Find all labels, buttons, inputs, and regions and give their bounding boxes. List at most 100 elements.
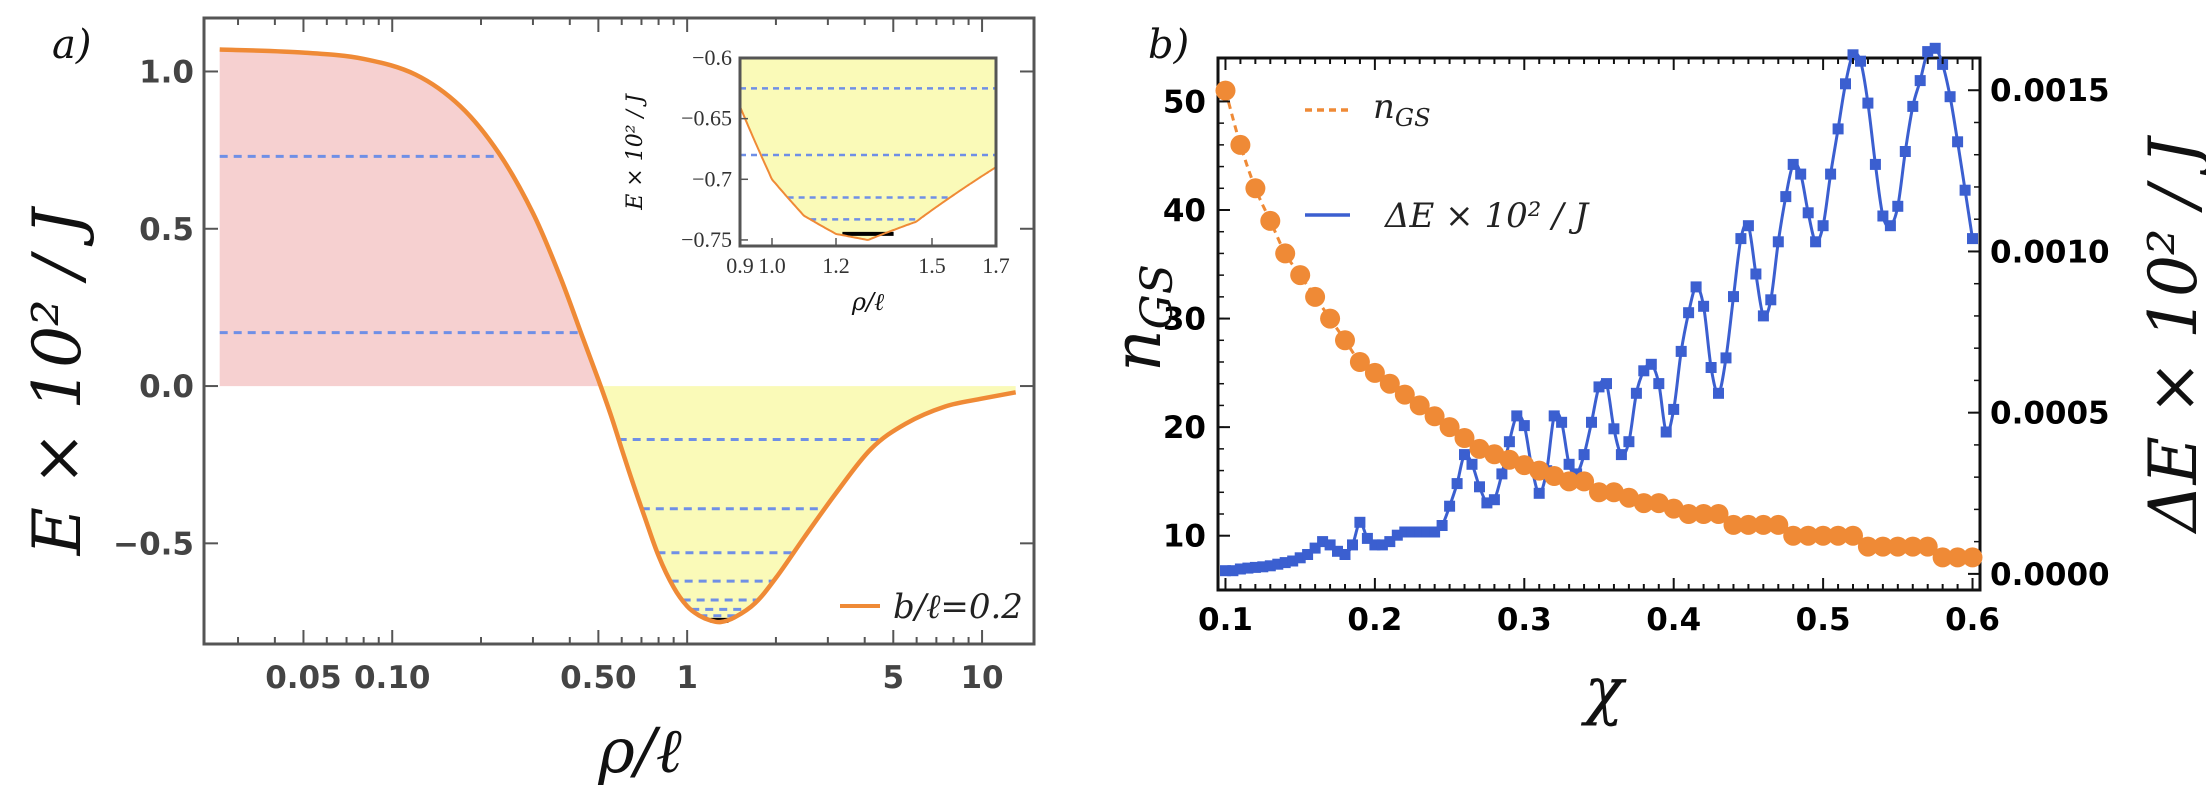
b-x-tick-label: 0.6 — [1945, 602, 2000, 638]
b-ngs-point — [1379, 373, 1400, 394]
a-y-tick-label: 0.5 — [139, 212, 194, 248]
b-ngs-point — [1424, 406, 1445, 427]
b-delta-e-point — [1705, 362, 1717, 373]
b-delta-e-point — [1787, 158, 1799, 170]
b-delta-e-point — [1810, 236, 1822, 248]
b-x-ticks: 0.1 0.2 0.3 0.4 0.5 0.6 — [1198, 58, 2000, 638]
b-delta-e-point — [1720, 352, 1732, 364]
b-delta-e-point — [1563, 458, 1575, 470]
inset-x-tick-label: 1.2 — [822, 253, 850, 278]
a-legend-label: b/ℓ=0.2 — [893, 587, 1023, 627]
b-delta-e-point — [1436, 520, 1448, 531]
b-delta-e-point — [1533, 487, 1545, 499]
b-delta-e-point — [1414, 526, 1426, 538]
b-delta-e-point — [1287, 555, 1299, 567]
b-x-tick-label: 0.5 — [1796, 602, 1851, 638]
b-ngs-point — [1738, 514, 1759, 535]
b-delta-e-point — [1474, 481, 1485, 493]
b-delta-e-point — [1668, 403, 1680, 415]
b-delta-e-point — [1391, 529, 1403, 541]
b-delta-e-point — [1399, 526, 1411, 538]
a-negative-region — [600, 386, 1016, 622]
b-x-axis-label: χ — [1581, 654, 1627, 728]
b-ngs-point — [1230, 134, 1251, 155]
a-y-ticks: −0.5 0.0 0.5 1.0 — [113, 54, 1034, 562]
b-delta-e-point — [1862, 97, 1874, 109]
b-ngs-point — [1439, 417, 1460, 438]
b-delta-e-point — [1713, 387, 1724, 399]
b-delta-e-point — [1272, 558, 1284, 570]
panel-a-label: a) — [52, 22, 91, 68]
b-delta-e-point — [1750, 268, 1762, 280]
b-delta-e-point — [1309, 542, 1321, 554]
inset-y-tick-label: −0.7 — [692, 166, 732, 191]
b-delta-e-point — [1608, 423, 1620, 435]
b-delta-e-point — [1279, 557, 1291, 569]
b-ngs-point — [1857, 536, 1878, 557]
b-left-tick-label: 30 — [1163, 302, 1206, 338]
b-legend: nGS ΔE × 10² / J — [1305, 87, 1590, 236]
b-left-axis-label: nGS — [1099, 264, 1183, 372]
b-ngs-point — [1364, 362, 1385, 383]
a-x-tick-label: 1 — [676, 660, 698, 696]
b-ngs-point — [1320, 308, 1341, 329]
b-delta-e-point — [1339, 549, 1351, 560]
inset-curve-group — [739, 106, 997, 241]
b-ngs-point — [1872, 536, 1893, 557]
b-ngs-point — [1753, 514, 1774, 535]
b-right-tick-label: 0.0000 — [1990, 557, 2110, 593]
b-delta-e-point — [1892, 200, 1904, 212]
inset-x-tick-label: 1.5 — [918, 253, 946, 278]
inset-x-ticks: 0.9 1.0 1.2 1.5 1.7 — [726, 238, 1010, 278]
inset-y-axis-label: E × 10² / J — [623, 93, 648, 211]
b-delta-e-point — [1929, 42, 1941, 54]
b-delta-e-point — [1220, 565, 1231, 577]
b-delta-e-point — [1376, 539, 1388, 551]
b-delta-e-point — [1884, 220, 1896, 232]
b-ngs-point — [1484, 444, 1505, 465]
b-delta-e-point — [1847, 49, 1859, 61]
b-x-tick-label: 0.4 — [1646, 602, 1701, 638]
b-delta-e-point — [1922, 46, 1934, 58]
b-ngs-point — [1708, 504, 1729, 524]
b-ngs-point — [1529, 460, 1550, 481]
b-delta-e-point — [1406, 526, 1418, 538]
b-delta-e-point — [1772, 236, 1784, 248]
b-right-axis-label: ΔE × 10² / J — [2135, 134, 2206, 535]
b-delta-e-point — [1914, 75, 1926, 87]
b-delta-e-point — [1742, 220, 1754, 232]
a-frame-rect — [202, 16, 1036, 646]
b-delta-e-point — [1227, 565, 1239, 577]
a-region-fills — [219, 49, 1016, 622]
b-ngs-point — [1723, 514, 1744, 535]
a-y-tick-label: 1.0 — [139, 54, 194, 90]
b-ngs-point — [1828, 525, 1849, 546]
b-ngs-series — [1215, 80, 1983, 568]
b-delta-e-point — [1429, 526, 1441, 538]
b-ngs-point — [1215, 80, 1236, 101]
b-delta-e-point — [1660, 426, 1672, 438]
b-delta-e-point — [1518, 420, 1530, 432]
inset-curve — [739, 106, 997, 241]
b-delta-e-point — [1952, 136, 1964, 148]
b-delta-e-point — [1503, 436, 1515, 448]
b-delta-e-point — [1586, 416, 1597, 428]
b-left-tick-label: 20 — [1163, 410, 1206, 446]
b-ngs-point — [1843, 525, 1863, 546]
a-plot-frame — [202, 16, 1036, 646]
b-delta-e-point — [1257, 561, 1269, 573]
b-legend-ngs-label: nGS — [1373, 87, 1431, 132]
b-ngs-point — [1245, 178, 1266, 199]
inset-x-tick-label: 1.7 — [982, 253, 1010, 278]
a-y-tick-label: 0.0 — [139, 369, 194, 405]
b-right-tick-label: 0.0015 — [1990, 73, 2110, 109]
b-ngs-point — [1305, 286, 1326, 307]
a-x-tick-label: 0.50 — [560, 660, 637, 696]
b-delta-e-point — [1645, 358, 1657, 370]
b-ngs-point — [1290, 265, 1311, 286]
b-delta-e-point — [1496, 468, 1508, 480]
b-delta-e-point — [1728, 291, 1739, 303]
a-x-tick-label: 10 — [960, 660, 1003, 696]
a-positive-region — [219, 49, 601, 387]
